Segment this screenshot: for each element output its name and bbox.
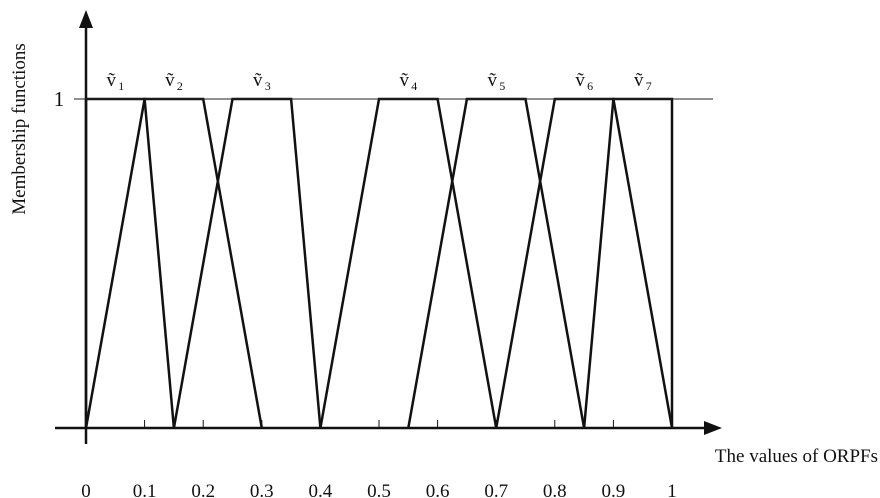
series-3-label-subscript: 3: [265, 79, 271, 93]
series-1-line: [84, 97, 176, 429]
series-7-line: [582, 97, 674, 429]
series-7-label: ṽ: [634, 70, 644, 91]
x-tick-label: 0.7: [484, 481, 508, 498]
series-4-label: ṽ: [400, 70, 410, 91]
x-tick-label: 0.1: [133, 481, 157, 498]
x-tick-label: 0.9: [602, 481, 626, 498]
series-3-label: ṽ: [253, 70, 263, 91]
x-tick-label: 0: [81, 481, 91, 498]
x-axis-arrow: [704, 421, 722, 435]
y-axis-label: Membership functions: [9, 43, 30, 215]
x-tick-label: 0.5: [367, 481, 391, 498]
ticks-layer: 0 0.1 0.2 0.3 0.4 0.5 0.6 0.7 0.8 0.9 1 1: [54, 87, 677, 498]
series-5-line: [407, 97, 586, 429]
x-tick-label: 0.2: [191, 481, 215, 498]
y-tick-label: 1: [54, 87, 65, 111]
x-axis-label: The values of ORPFs: [715, 446, 878, 467]
series-2-line: [84, 97, 264, 429]
x-tick-label: 0.6: [426, 481, 450, 498]
series-1-label-subscript: 1: [118, 79, 124, 93]
labels-layer: The values of ORPFs Membership functions…: [9, 43, 878, 467]
series-6-line: [494, 97, 674, 429]
axes-layer: [55, 10, 722, 444]
series-3-line: [172, 97, 322, 429]
series-2-label-subscript: 2: [177, 79, 183, 93]
series-6-label: ṽ: [575, 70, 585, 91]
series-2-label: ṽ: [165, 70, 175, 91]
series-1-label: ṽ: [107, 70, 117, 91]
series-4-label-subscript: 4: [411, 79, 417, 93]
series-layer: [84, 97, 674, 429]
series-5-label-subscript: 5: [499, 79, 505, 93]
series-4-line: [319, 97, 498, 429]
x-tick-label: 0.4: [309, 481, 333, 498]
x-tick-label: 1: [667, 481, 677, 498]
x-tick-label: 0.3: [250, 481, 274, 498]
y-axis-arrow: [79, 10, 93, 28]
series-7-label-subscript: 7: [646, 79, 652, 93]
x-tick-label: 0.8: [543, 481, 567, 498]
series-5-label: ṽ: [487, 70, 497, 91]
series-6-label-subscript: 6: [587, 79, 593, 93]
